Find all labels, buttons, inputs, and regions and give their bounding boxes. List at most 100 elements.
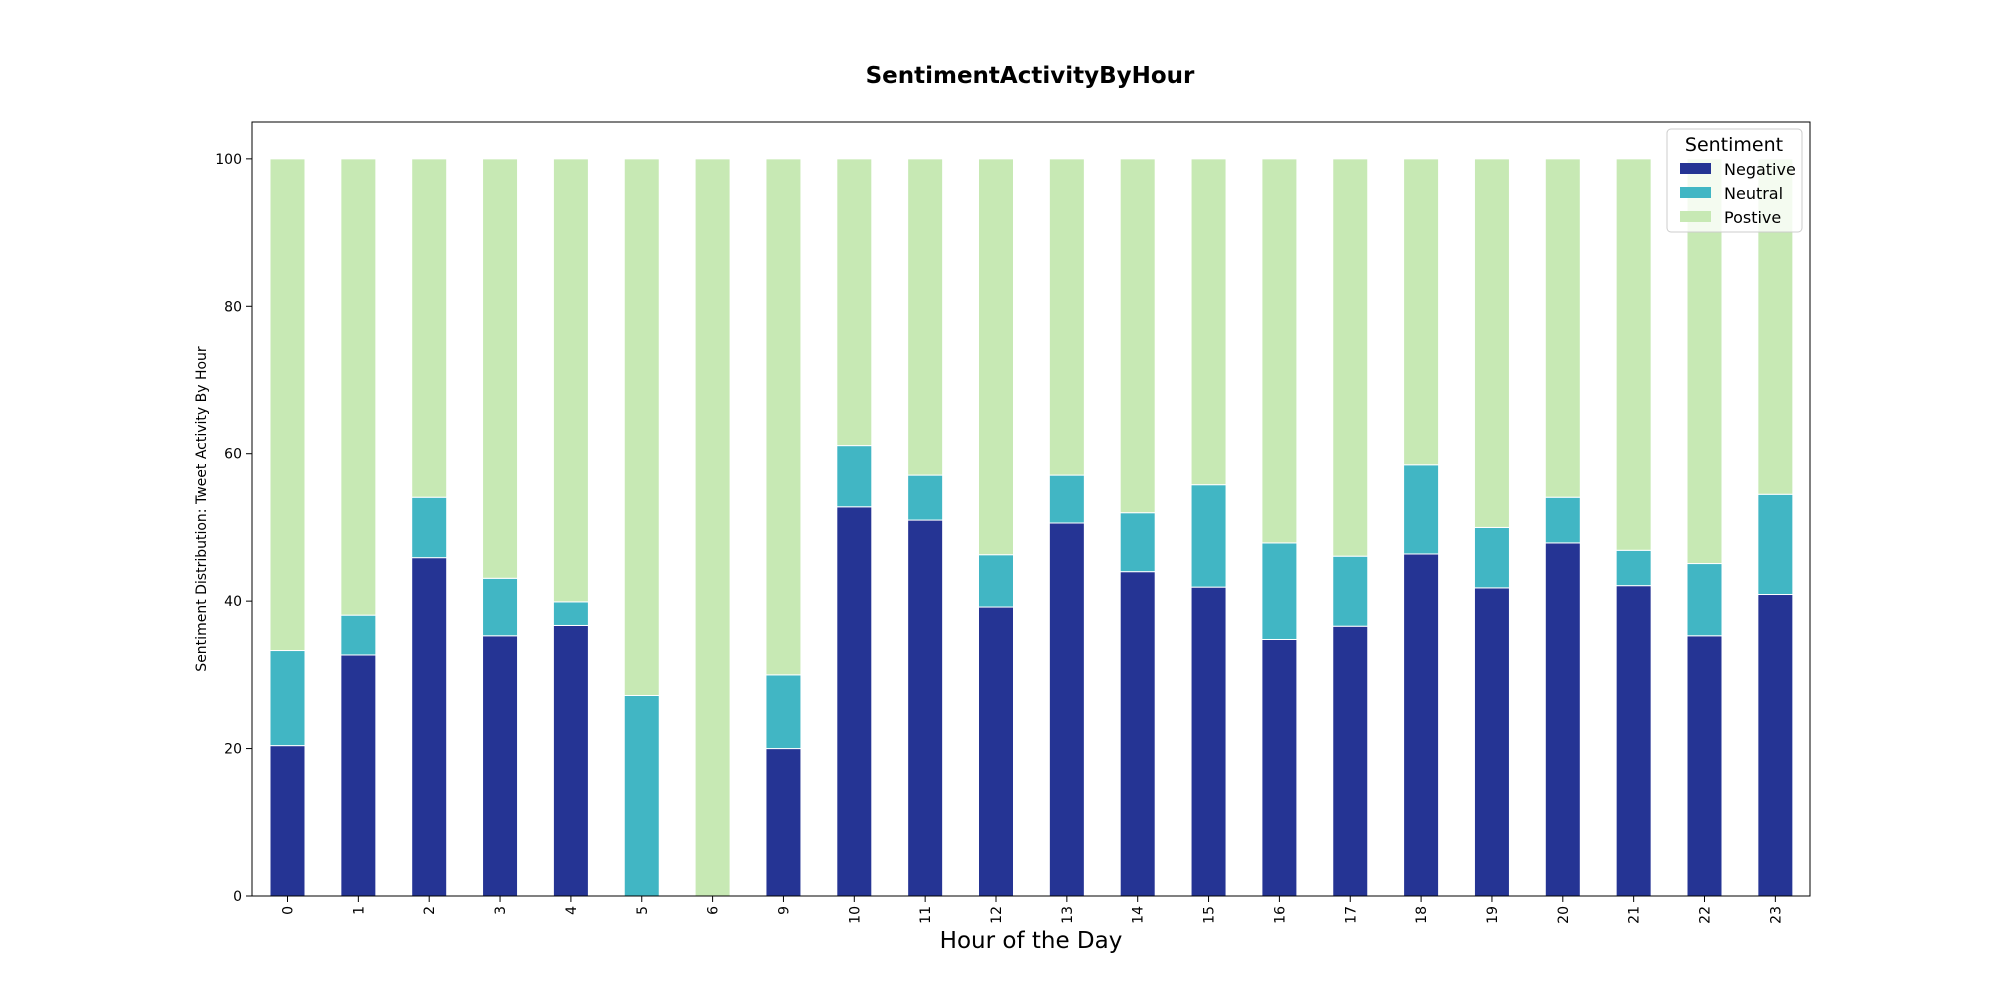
bar-negative-hour-22 bbox=[1686, 635, 1723, 897]
bar-negative-hour-21 bbox=[1615, 585, 1652, 897]
bar-neutral-hour-19 bbox=[1473, 526, 1510, 589]
x-tick-label-17: 17 bbox=[1343, 906, 1359, 924]
y-tick-label-100: 100 bbox=[215, 152, 242, 168]
legend-label-neutral: Neutral bbox=[1724, 184, 1783, 203]
bar-negative-hour-17 bbox=[1332, 625, 1369, 897]
legend-label-postive: Postive bbox=[1724, 208, 1781, 227]
bar-negative-hour-19 bbox=[1473, 587, 1510, 897]
bar-negative-hour-14 bbox=[1119, 571, 1156, 897]
bar-neutral-hour-16 bbox=[1261, 542, 1298, 640]
bar-postive-hour-18 bbox=[1403, 158, 1440, 466]
bar-neutral-hour-5 bbox=[623, 695, 660, 897]
bar-neutral-hour-9 bbox=[765, 674, 802, 750]
bar-neutral-hour-15 bbox=[1190, 484, 1227, 588]
x-tick-label-18: 18 bbox=[1414, 906, 1430, 924]
x-tick-label-9: 9 bbox=[776, 906, 792, 915]
bar-neutral-hour-4 bbox=[552, 601, 589, 626]
x-tick-label-11: 11 bbox=[918, 906, 934, 924]
legend-items: Negative Neutral Postive bbox=[1680, 160, 1796, 227]
bar-postive-hour-4 bbox=[552, 158, 589, 603]
x-tick-label-2: 2 bbox=[422, 906, 438, 915]
x-axis-ticks: 0 1 2 3 4 5 6 9 10 11 12 13 14 15 16 17 18 19 20 21 22 23 bbox=[281, 896, 1784, 924]
bar-postive-hour-17 bbox=[1332, 158, 1369, 557]
x-tick-label-12: 12 bbox=[989, 906, 1005, 924]
bar-neutral-hour-0 bbox=[269, 650, 306, 747]
x-tick-label-1: 1 bbox=[351, 906, 367, 915]
legend-swatch-negative bbox=[1680, 163, 1711, 174]
bar-postive-hour-0 bbox=[269, 158, 306, 652]
x-tick-label-6: 6 bbox=[706, 906, 722, 915]
bar-neutral-hour-20 bbox=[1544, 496, 1581, 544]
y-tick-label-80: 80 bbox=[224, 299, 242, 315]
bar-neutral-hour-12 bbox=[978, 554, 1014, 608]
bar-postive-hour-3 bbox=[482, 158, 519, 579]
bar-postive-hour-10 bbox=[836, 158, 873, 447]
bar-negative-hour-11 bbox=[907, 519, 944, 897]
bar-postive-hour-2 bbox=[411, 158, 448, 498]
legend-swatch-postive bbox=[1680, 211, 1711, 222]
plot-frame bbox=[251, 121, 1811, 897]
bar-negative-hour-18 bbox=[1403, 553, 1440, 897]
bar-postive-hour-16 bbox=[1261, 158, 1298, 544]
x-tick-label-22: 22 bbox=[1698, 906, 1714, 924]
bar-negative-hour-23 bbox=[1757, 594, 1794, 897]
bar-neutral-hour-11 bbox=[907, 474, 944, 521]
legend-label-negative: Negative bbox=[1724, 160, 1796, 179]
bar-postive-hour-13 bbox=[1048, 158, 1085, 476]
bar-negative-hour-16 bbox=[1261, 638, 1298, 897]
bar-neutral-hour-13 bbox=[1048, 474, 1085, 524]
x-axis-label: Hour of the Day bbox=[940, 928, 1123, 954]
y-tick-label-40: 40 bbox=[224, 594, 242, 610]
x-tick-label-21: 21 bbox=[1627, 906, 1643, 924]
y-tick-label-60: 60 bbox=[224, 447, 242, 463]
bar-neutral-hour-21 bbox=[1615, 549, 1652, 587]
bar-postive-hour-19 bbox=[1473, 158, 1510, 528]
x-tick-label-4: 4 bbox=[564, 906, 580, 915]
bar-neutral-hour-14 bbox=[1119, 512, 1156, 573]
x-tick-label-13: 13 bbox=[1060, 906, 1076, 924]
x-tick-label-14: 14 bbox=[1131, 906, 1147, 924]
bar-negative-hour-20 bbox=[1544, 542, 1581, 897]
bar-neutral-hour-22 bbox=[1686, 563, 1723, 637]
bar-negative-hour-0 bbox=[269, 745, 306, 897]
x-tick-label-3: 3 bbox=[493, 906, 509, 915]
legend-title: Sentiment bbox=[1685, 134, 1783, 156]
bar-negative-hour-15 bbox=[1190, 586, 1227, 897]
y-axis-label: Sentiment Distribution: Tweet Activity B… bbox=[194, 346, 210, 672]
x-tick-label-15: 15 bbox=[1202, 906, 1218, 924]
bar-neutral-hour-3 bbox=[482, 577, 519, 637]
x-tick-label-0: 0 bbox=[281, 906, 297, 915]
bar-negative-hour-3 bbox=[482, 635, 519, 897]
bar-neutral-hour-1 bbox=[340, 614, 377, 656]
bar-postive-hour-9 bbox=[765, 158, 802, 676]
bar-postive-hour-15 bbox=[1190, 158, 1227, 486]
bar-negative-hour-1 bbox=[340, 654, 377, 897]
bar-negative-hour-12 bbox=[978, 606, 1014, 897]
y-tick-label-20: 20 bbox=[224, 742, 242, 758]
bar-neutral-hour-2 bbox=[411, 496, 448, 559]
y-axis-ticks: 0 20 40 60 80 100 bbox=[215, 152, 252, 905]
x-tick-label-20: 20 bbox=[1556, 906, 1572, 924]
bar-postive-hour-20 bbox=[1544, 158, 1581, 498]
bar-negative-hour-13 bbox=[1048, 522, 1085, 897]
bar-postive-hour-1 bbox=[340, 158, 377, 616]
y-tick-label-0: 0 bbox=[233, 889, 242, 905]
legend: Sentiment Negative Neutral Postive bbox=[1666, 128, 1803, 233]
bar-negative-hour-10 bbox=[836, 506, 873, 897]
x-tick-label-10: 10 bbox=[847, 906, 863, 924]
legend-box bbox=[1666, 128, 1803, 233]
bar-postive-hour-21 bbox=[1615, 158, 1652, 551]
bar-postive-hour-14 bbox=[1119, 158, 1156, 514]
bar-neutral-hour-17 bbox=[1332, 555, 1369, 627]
x-tick-label-19: 19 bbox=[1485, 906, 1501, 924]
legend-swatch-neutral bbox=[1680, 187, 1711, 198]
bar-postive-hour-5 bbox=[623, 158, 660, 697]
bar-postive-hour-11 bbox=[907, 158, 944, 476]
chart-title: SentimentActivityByHour bbox=[866, 63, 1195, 89]
bar-negative-hour-2 bbox=[411, 557, 448, 897]
bar-negative-hour-9 bbox=[765, 748, 802, 897]
x-tick-label-16: 16 bbox=[1272, 906, 1288, 924]
bars-group bbox=[269, 158, 1794, 897]
